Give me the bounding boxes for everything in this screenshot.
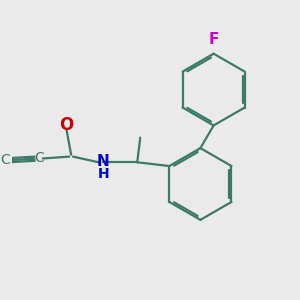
Text: H: H — [98, 167, 109, 182]
Text: C: C — [0, 153, 10, 167]
Text: F: F — [208, 32, 219, 47]
Text: N: N — [97, 154, 110, 169]
Text: C: C — [34, 152, 44, 166]
Text: O: O — [59, 116, 74, 134]
